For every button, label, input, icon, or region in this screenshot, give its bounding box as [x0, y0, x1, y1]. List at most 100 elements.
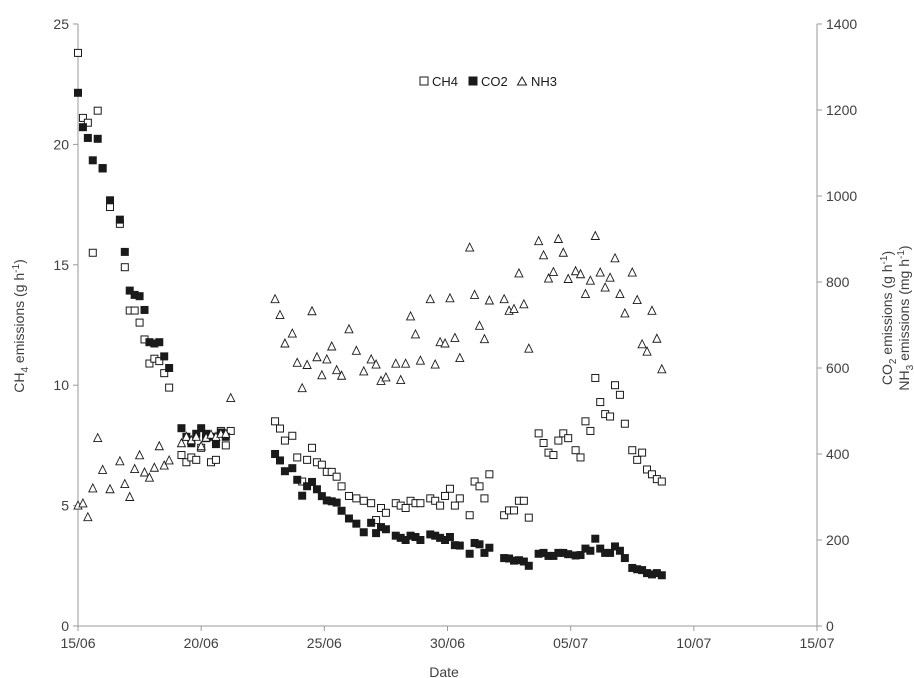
nh3-point	[92, 432, 103, 443]
co2-point	[115, 215, 124, 224]
co2-point	[211, 440, 220, 449]
co2-point	[125, 286, 134, 295]
ch4-point	[352, 494, 361, 503]
ch4-point	[534, 429, 543, 438]
ch4-point	[332, 472, 341, 481]
ch4-point	[155, 357, 164, 366]
x-axis-title: Date	[429, 664, 459, 678]
co2-point	[620, 554, 629, 563]
ch4-point	[638, 448, 647, 457]
co2-point	[308, 477, 317, 486]
series-nh3	[73, 230, 667, 522]
y-left-title-sup: -1	[11, 263, 22, 272]
legend-co2-marker	[468, 76, 478, 86]
y-right-title-1-pre: CO	[879, 364, 895, 385]
co2-point	[586, 546, 595, 555]
nh3-point	[287, 328, 298, 338]
ch4-point	[564, 434, 573, 443]
nh3-point	[381, 371, 391, 382]
y-right-axis-title-co2: CO2 emissions (g h-1)	[879, 251, 899, 385]
y-right-title-1-sup: -1	[879, 255, 890, 264]
co2-point	[591, 534, 600, 543]
ch4-point	[120, 263, 129, 272]
ch4-point	[571, 446, 580, 455]
ch4-point	[367, 499, 376, 508]
ch4-point	[576, 453, 585, 462]
ch4-point	[130, 306, 139, 315]
nh3-point	[139, 466, 150, 477]
nh3-point	[120, 478, 130, 489]
ch4-point	[275, 424, 284, 433]
y-right-title-1-end: )	[879, 251, 895, 256]
nh3-point	[585, 275, 596, 285]
co2-point	[657, 571, 666, 580]
nh3-point	[129, 463, 140, 473]
co2-point	[271, 450, 280, 458]
nh3-point	[590, 230, 601, 240]
co2-point	[298, 491, 307, 500]
y-right-tick-label: 400	[826, 446, 850, 462]
co2-point	[615, 546, 624, 555]
ch4-point	[606, 412, 615, 421]
nh3-point	[558, 247, 569, 257]
co2-point	[596, 544, 605, 553]
nh3-point	[149, 462, 160, 472]
nh3-point	[366, 353, 376, 364]
co2-point	[524, 561, 533, 570]
nh3-point	[563, 273, 573, 283]
nh3-point	[455, 352, 465, 363]
ch4-point	[317, 460, 326, 469]
ch4-point	[280, 436, 289, 445]
co2-point	[401, 536, 410, 544]
nh3-point	[657, 363, 667, 374]
ch4-point	[647, 470, 656, 479]
co2-point	[332, 498, 341, 507]
ch4-point	[591, 373, 600, 382]
nh3-point	[115, 455, 125, 466]
ch4-point	[470, 477, 479, 486]
nh3-point	[479, 333, 490, 344]
nh3-point	[538, 249, 549, 260]
nh3-point	[221, 428, 231, 438]
ch4-point	[633, 455, 642, 464]
co2-point	[359, 528, 368, 537]
legend-co2-label: CO2	[481, 74, 508, 89]
nh3-point	[97, 464, 108, 474]
nh3-point	[464, 242, 475, 252]
ch4-point	[510, 506, 519, 515]
co2-point	[160, 352, 169, 361]
nh3-point	[164, 454, 174, 465]
nh3-point	[307, 305, 317, 316]
ch4-point	[359, 496, 368, 505]
nh3-point	[225, 392, 236, 403]
nh3-point	[533, 235, 544, 246]
nh3-point	[519, 298, 529, 309]
series-co2	[74, 88, 666, 580]
y-right-title-2-sub: 3	[905, 364, 914, 370]
x-tick-label: 25/06	[307, 635, 342, 651]
y-left-tick-label: 20	[53, 136, 69, 152]
nh3-point	[632, 294, 642, 305]
nh3-point	[181, 431, 192, 441]
nh3-point	[302, 359, 312, 369]
ch4-point	[192, 455, 201, 464]
y-right-axis-title-nh3: NH3 emissions (mg h-1)	[896, 245, 914, 390]
legend: CH4 CO2 NH3	[419, 74, 557, 89]
ch4-point	[500, 511, 509, 520]
nh3-point	[415, 355, 426, 365]
co2-point	[83, 133, 92, 142]
ch4-point	[308, 443, 317, 452]
nh3-point	[191, 431, 201, 441]
ch4-point	[288, 431, 297, 440]
nh3-point	[400, 358, 411, 368]
ch4-point	[78, 113, 87, 122]
nh3-point	[637, 338, 647, 349]
co2-point	[293, 475, 302, 484]
ch4-point	[327, 467, 336, 476]
ch4-point	[160, 369, 169, 378]
nh3-point	[351, 345, 362, 355]
y-left-title-pre: CH	[11, 373, 27, 393]
ch4-point	[615, 390, 624, 399]
nh3-point	[196, 440, 206, 451]
nh3-point	[312, 351, 322, 362]
